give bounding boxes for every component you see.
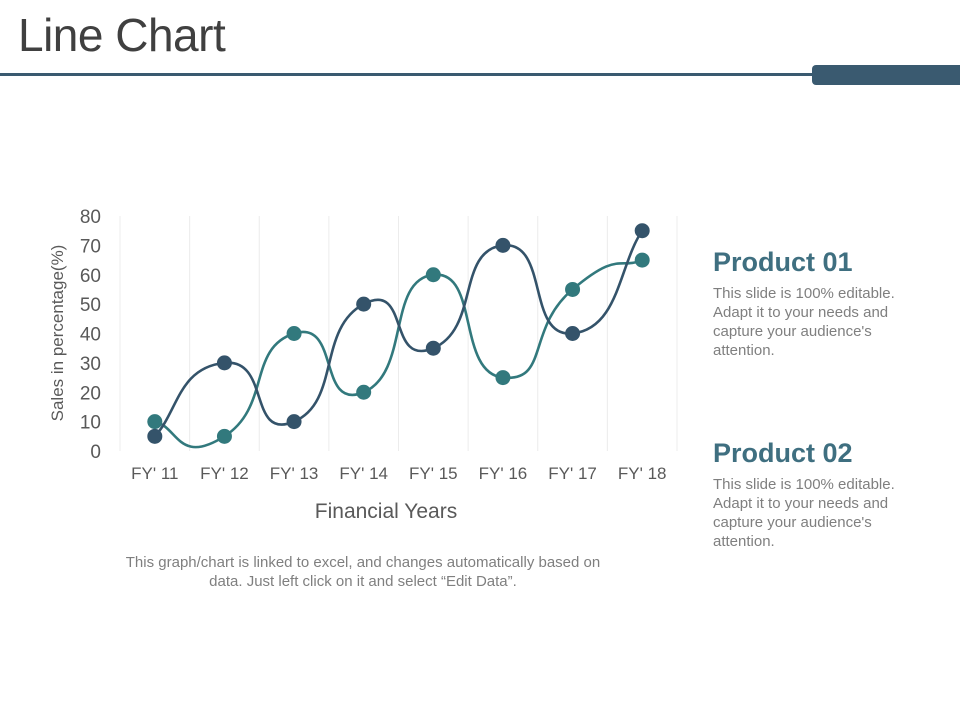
y-tick-label: 10 xyxy=(80,413,101,434)
product-01-block: Product 01 This slide is 100% editable. … xyxy=(713,246,913,360)
y-tick-label: 60 xyxy=(80,266,101,287)
y-axis-ticks: 0 10 20 30 40 50 60 70 80 xyxy=(80,207,101,463)
product-01-description: This slide is 100% editable. Adapt it to… xyxy=(713,285,895,359)
product-02-title: Product 02 xyxy=(713,438,853,468)
chart-grid xyxy=(119,216,678,451)
series-1-point[interactable] xyxy=(425,340,441,356)
x-tick-label: FY' 16 xyxy=(479,464,528,483)
product-02-description: This slide is 100% editable. Adapt it to… xyxy=(713,476,895,550)
x-tick-label: FY' 12 xyxy=(200,464,249,483)
series-1-point[interactable] xyxy=(356,296,372,312)
y-tick-label: 80 xyxy=(80,207,101,228)
y-tick-label: 70 xyxy=(80,236,101,257)
series-2-point[interactable] xyxy=(286,326,302,341)
x-tick-label: FY' 14 xyxy=(339,464,388,483)
y-tick-label: 20 xyxy=(80,383,101,404)
y-tick-label: 40 xyxy=(80,325,101,346)
x-tick-label: FY' 17 xyxy=(548,464,597,483)
series-1-point[interactable] xyxy=(216,355,232,371)
title-divider xyxy=(0,73,812,76)
chart-footnote: This graph/chart is linked to excel, and… xyxy=(125,554,601,590)
y-tick-label: 0 xyxy=(90,442,101,463)
series-1[interactable] xyxy=(147,223,650,444)
slide-title: Line Chart xyxy=(18,9,226,61)
product-02-block: Product 02 This slide is 100% editable. … xyxy=(713,437,913,551)
series-2-point[interactable] xyxy=(147,414,163,430)
x-tick-label: FY' 13 xyxy=(270,464,319,483)
series-1-point[interactable] xyxy=(495,237,511,253)
x-tick-label: FY' 11 xyxy=(131,464,178,483)
x-axis-ticks: FY' 11 FY' 12 FY' 13 FY' 14 FY' 15 FY' 16 FY' … xyxy=(131,464,666,483)
series-2-point[interactable] xyxy=(425,267,441,283)
series-2-line[interactable] xyxy=(154,258,643,449)
x-axis-label: Financial Years xyxy=(315,500,457,523)
series-2-point[interactable] xyxy=(356,384,372,400)
x-tick-label: FY' 15 xyxy=(409,464,458,483)
series-2-point[interactable] xyxy=(634,252,650,268)
y-axis-label: Sales in percentage(%) xyxy=(48,245,67,422)
series-1-point[interactable] xyxy=(147,428,163,444)
y-tick-label: 30 xyxy=(80,354,101,375)
chart-series[interactable] xyxy=(147,223,650,449)
x-tick-label: FY' 18 xyxy=(618,464,667,483)
series-1-point[interactable] xyxy=(286,414,302,430)
y-tick-label: 50 xyxy=(80,295,101,316)
series-2-point[interactable] xyxy=(216,428,232,444)
series-2[interactable] xyxy=(147,252,650,449)
series-2-point[interactable] xyxy=(565,281,581,297)
series-1-point[interactable] xyxy=(634,223,650,239)
series-2-point[interactable] xyxy=(495,370,511,386)
series-1-point[interactable] xyxy=(565,326,581,341)
product-01-title: Product 01 xyxy=(713,247,853,277)
series-1-line[interactable] xyxy=(153,229,644,438)
title-accent-bar xyxy=(812,65,960,85)
